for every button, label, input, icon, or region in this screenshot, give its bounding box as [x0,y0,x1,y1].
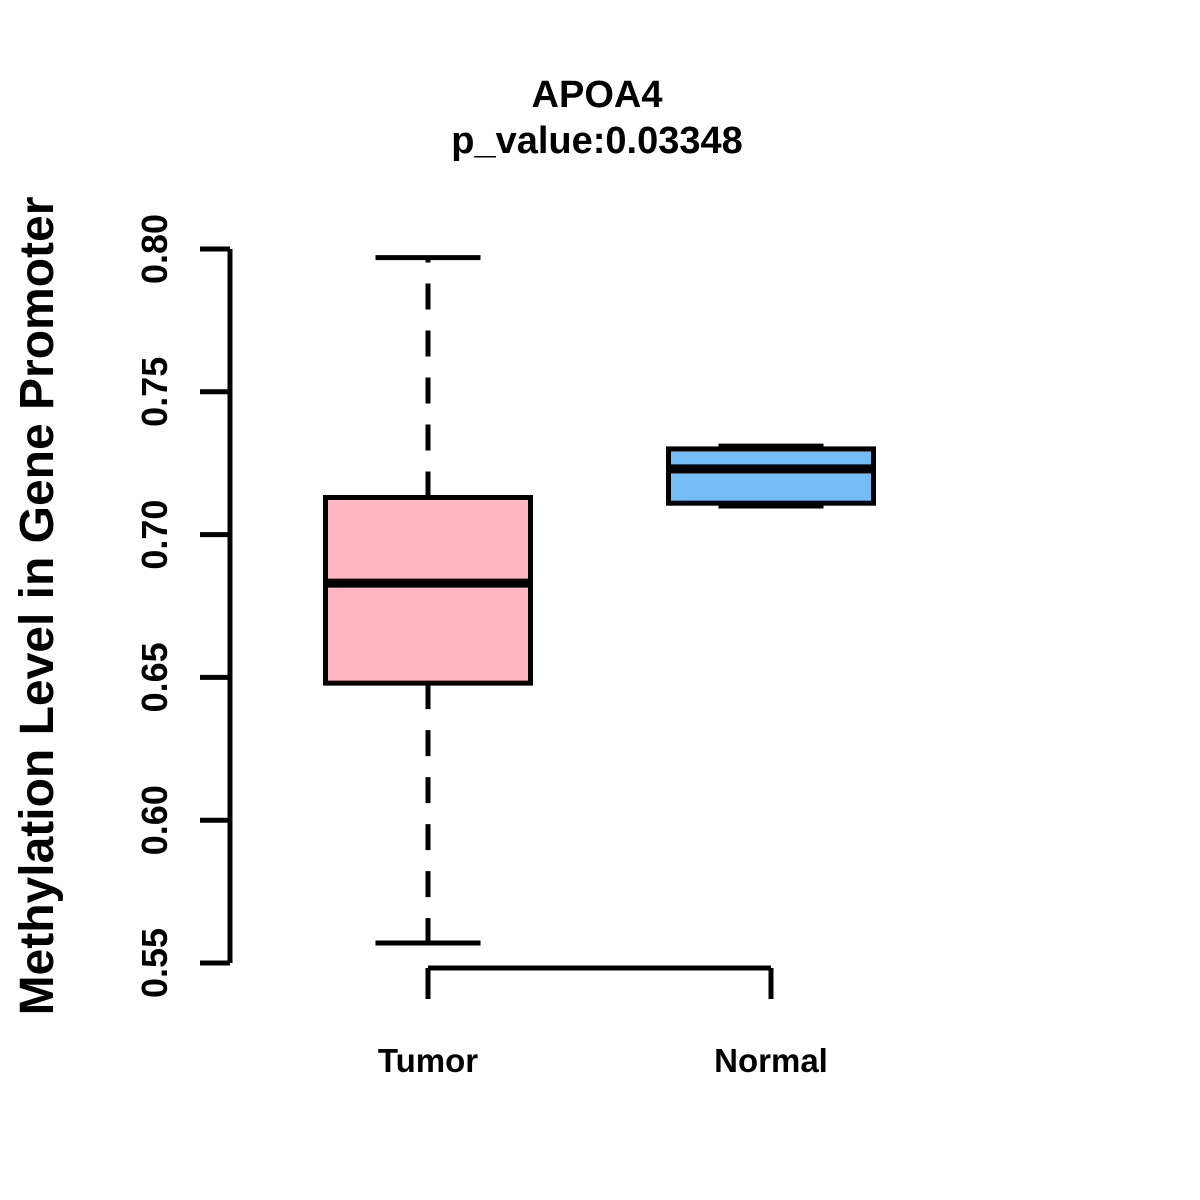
y-tick-label: 0.80 [134,214,175,284]
x-category-label: Normal [714,1042,828,1079]
y-tick-label: 0.75 [134,357,175,427]
y-axis-label: Methylation Level in Gene Promoter [11,197,64,1016]
y-tick-label: 0.65 [134,642,175,712]
plot-area [323,255,876,946]
iqr-box [666,446,876,506]
y-tick-label: 0.70 [134,500,175,570]
x-category-label: Tumor [378,1042,478,1079]
y-tick-label: 0.55 [134,928,175,998]
box-group-normal [666,443,876,509]
chart-title: APOA4 [532,74,663,116]
box-group-tumor [323,255,533,946]
y-axis: 0.80 0.75 0.70 0.65 0.60 0.55 [134,214,233,998]
chart-subtitle: p_value:0.03348 [451,120,743,162]
x-axis: Tumor Normal [378,965,828,1079]
y-tick-label: 0.60 [134,785,175,855]
iqr-box [323,494,533,686]
